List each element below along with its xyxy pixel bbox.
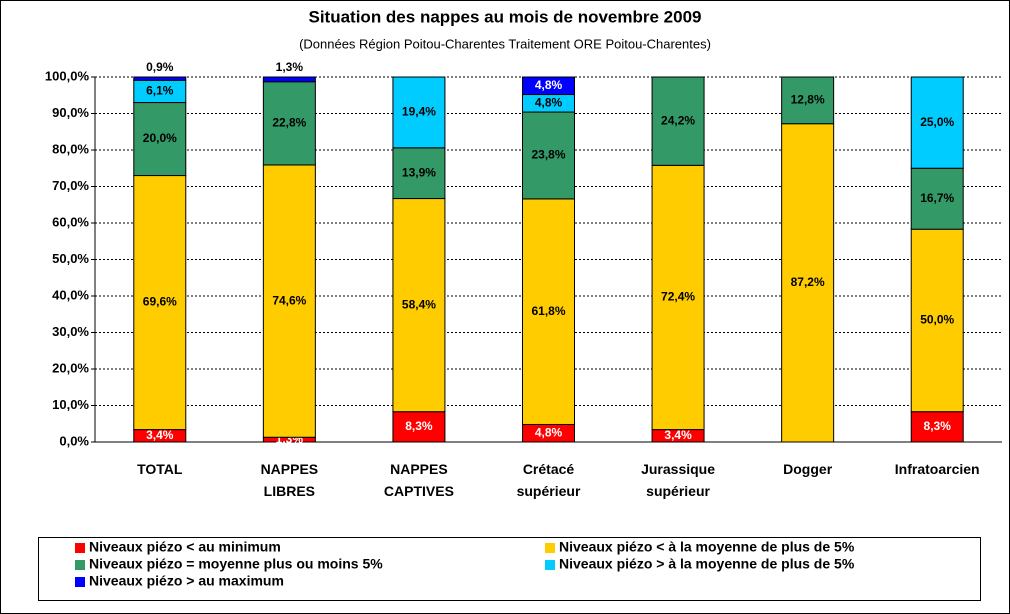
y-tick-label: 40,0% — [52, 287, 89, 302]
bar-segment — [651, 76, 705, 166]
x-tick-line: LIBRES — [264, 483, 315, 499]
bar-segment — [133, 175, 187, 431]
bar-segment — [392, 147, 446, 200]
chart-subtitle: (Données Région Poitou-Charentes Traitem… — [299, 36, 711, 51]
data-label: 0,9% — [146, 60, 174, 74]
legend-swatch — [75, 577, 85, 587]
bar-segment — [133, 76, 187, 81]
x-tick-line: Infratoarcien — [895, 461, 980, 477]
y-tick-label: 30,0% — [52, 324, 89, 339]
bar-segment — [910, 76, 964, 169]
x-tick-label: Crétacé supérieur — [517, 461, 581, 499]
legend-swatch — [75, 543, 85, 553]
bar-segment — [133, 102, 187, 177]
data-label: 23,8% — [531, 148, 565, 162]
x-tick-line: Crétacé — [523, 461, 575, 477]
data-label: 4,8% — [535, 95, 563, 109]
data-label: 6,1% — [146, 84, 174, 98]
data-label: 13,9% — [402, 165, 436, 179]
bar-segment — [262, 76, 316, 83]
data-label: 61,8% — [531, 304, 565, 318]
x-tick-line: NAPPES — [261, 461, 319, 477]
data-label: 4,8% — [535, 78, 563, 92]
data-label: 20,0% — [143, 131, 177, 145]
x-tick-line: supérieur — [517, 483, 581, 499]
x-tick-line: NAPPES — [390, 461, 448, 477]
x-tick-line: TOTAL — [137, 461, 183, 477]
y-tick-label: 60,0% — [52, 214, 89, 229]
data-label: 8,3% — [924, 419, 952, 433]
data-label: 25,0% — [920, 115, 954, 129]
chart-title: Situation des nappes au mois de novembre… — [308, 7, 701, 26]
legend-label: Niveaux piézo > au maximum — [89, 573, 284, 589]
data-label: 3,4% — [664, 428, 692, 442]
data-label: 22,8% — [272, 116, 306, 130]
legend-swatch — [75, 560, 85, 570]
legend-label: Niveaux piézo > à la moyenne de plus de … — [559, 556, 855, 572]
x-tick-line: CAPTIVES — [384, 483, 454, 499]
x-tick-label: Infratoarcien — [895, 461, 980, 477]
legend-swatch — [545, 543, 555, 553]
x-tick-label: NAPPES LIBRES — [261, 461, 319, 499]
data-label: 50,0% — [920, 313, 954, 327]
legend-label: Niveaux piézo = moyenne plus ou moins 5% — [89, 556, 383, 572]
y-tick-label: 50,0% — [52, 251, 89, 266]
data-label: 72,4% — [661, 290, 695, 304]
legend-swatch — [545, 560, 555, 570]
data-label: 69,6% — [143, 295, 177, 309]
data-label: 3,4% — [146, 428, 174, 442]
data-label: 12,8% — [791, 93, 825, 107]
data-label: 87,2% — [791, 275, 825, 289]
data-label: 24,2% — [661, 113, 695, 127]
bar-segment — [392, 198, 446, 413]
legend-box — [38, 537, 981, 601]
x-tick-line: supérieur — [646, 483, 710, 499]
data-label: 8,3% — [405, 419, 433, 433]
bar-segment — [910, 411, 964, 443]
bar-segment — [522, 111, 575, 200]
y-tick-label: 70,0% — [52, 178, 89, 193]
bar-segment — [651, 164, 705, 431]
y-tick-label: 0,0% — [59, 433, 89, 448]
x-tick-label: Jurassique supérieur — [641, 461, 715, 499]
y-tick-label: 10,0% — [52, 397, 89, 412]
data-label: 74,6% — [272, 293, 306, 307]
data-label: 1,3% — [276, 60, 304, 74]
x-tick-label: Dogger — [783, 461, 833, 477]
legend-label: Niveaux piézo < à la moyenne de plus de … — [559, 539, 855, 555]
y-tick-label: 20,0% — [52, 360, 89, 375]
data-label: 19,4% — [402, 105, 436, 119]
x-tick-line: Dogger — [783, 461, 833, 477]
y-tick-label: 80,0% — [52, 141, 89, 156]
bar-segment — [910, 228, 964, 413]
bar-segment — [522, 76, 575, 96]
bar-segment — [781, 76, 835, 125]
bar-segment — [910, 167, 964, 230]
x-tick-line: Jurassique — [641, 461, 715, 477]
bar-segment — [522, 198, 575, 425]
bar-segment — [392, 76, 446, 149]
legend-label: Niveaux piézo < au minimum — [89, 539, 281, 555]
bar-segment — [262, 81, 316, 166]
data-label: 58,4% — [402, 297, 436, 311]
x-tick-label: NAPPES CAPTIVES — [384, 461, 454, 499]
bar-segment — [262, 164, 316, 438]
y-tick-label: 100,0% — [45, 68, 90, 83]
x-tick-label: TOTAL — [137, 461, 183, 477]
data-label: 4,8% — [535, 425, 563, 439]
y-tick-label: 90,0% — [52, 105, 89, 120]
data-label: 16,7% — [920, 191, 954, 205]
